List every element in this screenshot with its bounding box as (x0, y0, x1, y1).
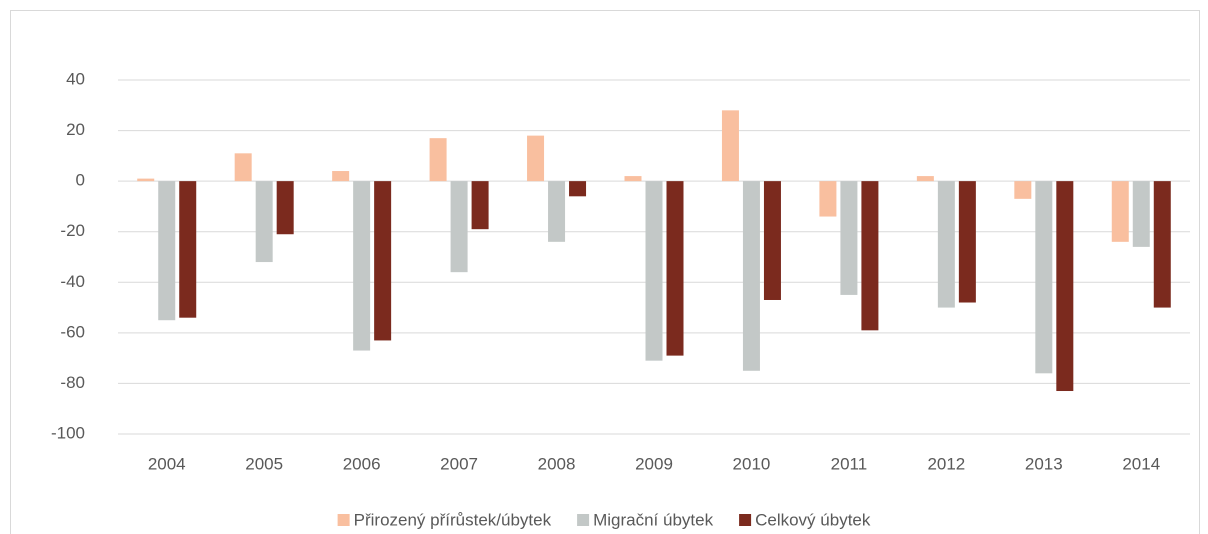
bar (179, 181, 197, 318)
bar (255, 181, 273, 263)
chart-border (10, 10, 1200, 534)
bar (721, 110, 739, 182)
bar (763, 181, 781, 300)
x-tick-label: 2011 (831, 454, 868, 473)
bar (569, 181, 587, 197)
legend-label: Migrační úbytek (593, 510, 713, 529)
legend-swatch (577, 514, 590, 526)
bar (527, 135, 545, 182)
x-tick-label: 2005 (245, 454, 283, 473)
bar (1132, 181, 1150, 247)
bar (276, 181, 294, 235)
x-tick-label: 2013 (1025, 454, 1063, 473)
x-tick-label: 2008 (538, 454, 576, 473)
bar (819, 181, 837, 217)
bar (861, 181, 879, 331)
bar (234, 153, 252, 182)
bar (1014, 181, 1032, 199)
bar (937, 181, 955, 308)
x-tick-label: 2007 (440, 454, 478, 473)
bar (742, 181, 760, 371)
x-tick-label: 2010 (733, 454, 771, 473)
bar (1111, 181, 1129, 242)
x-tick-label: 2012 (927, 454, 965, 473)
y-tick-label: -60 (60, 322, 85, 341)
bar (137, 178, 155, 182)
bar (450, 181, 468, 273)
bar (916, 176, 934, 182)
bar (645, 181, 663, 361)
legend-label: Celkový úbytek (755, 510, 871, 529)
legend-label: Přirozený přírůstek/úbytek (354, 510, 552, 529)
bar (840, 181, 858, 295)
legend-swatch (739, 514, 752, 526)
bar (1035, 181, 1053, 374)
legend-swatch (337, 514, 350, 526)
x-tick-label: 2009 (635, 454, 673, 473)
y-tick-label: 40 (66, 69, 85, 88)
x-tick-label: 2006 (343, 454, 381, 473)
bar (1056, 181, 1074, 392)
y-tick-label: 20 (66, 120, 85, 139)
bar (666, 181, 684, 356)
y-tick-label: -80 (60, 373, 85, 392)
bar (624, 176, 642, 182)
bar (1153, 181, 1171, 308)
bar (471, 181, 489, 230)
bar (429, 138, 447, 182)
y-tick-label: -40 (60, 272, 85, 291)
bar (332, 171, 350, 182)
y-tick-label: -20 (60, 221, 85, 240)
x-tick-label: 2004 (148, 454, 186, 473)
bar (374, 181, 392, 341)
x-tick-label: 2014 (1122, 454, 1160, 473)
bar (958, 181, 976, 303)
bar (548, 181, 566, 242)
bar (158, 181, 176, 321)
y-tick-label: -100 (51, 423, 85, 442)
y-tick-label: 0 (76, 171, 85, 190)
bar (353, 181, 371, 351)
